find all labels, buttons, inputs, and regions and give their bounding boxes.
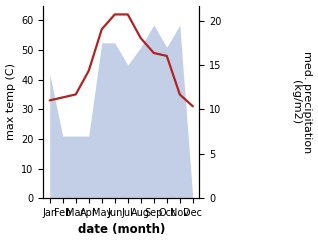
Y-axis label: med. precipitation
(kg/m2): med. precipitation (kg/m2) xyxy=(291,51,313,153)
X-axis label: date (month): date (month) xyxy=(78,223,165,236)
Y-axis label: max temp (C): max temp (C) xyxy=(5,63,16,140)
